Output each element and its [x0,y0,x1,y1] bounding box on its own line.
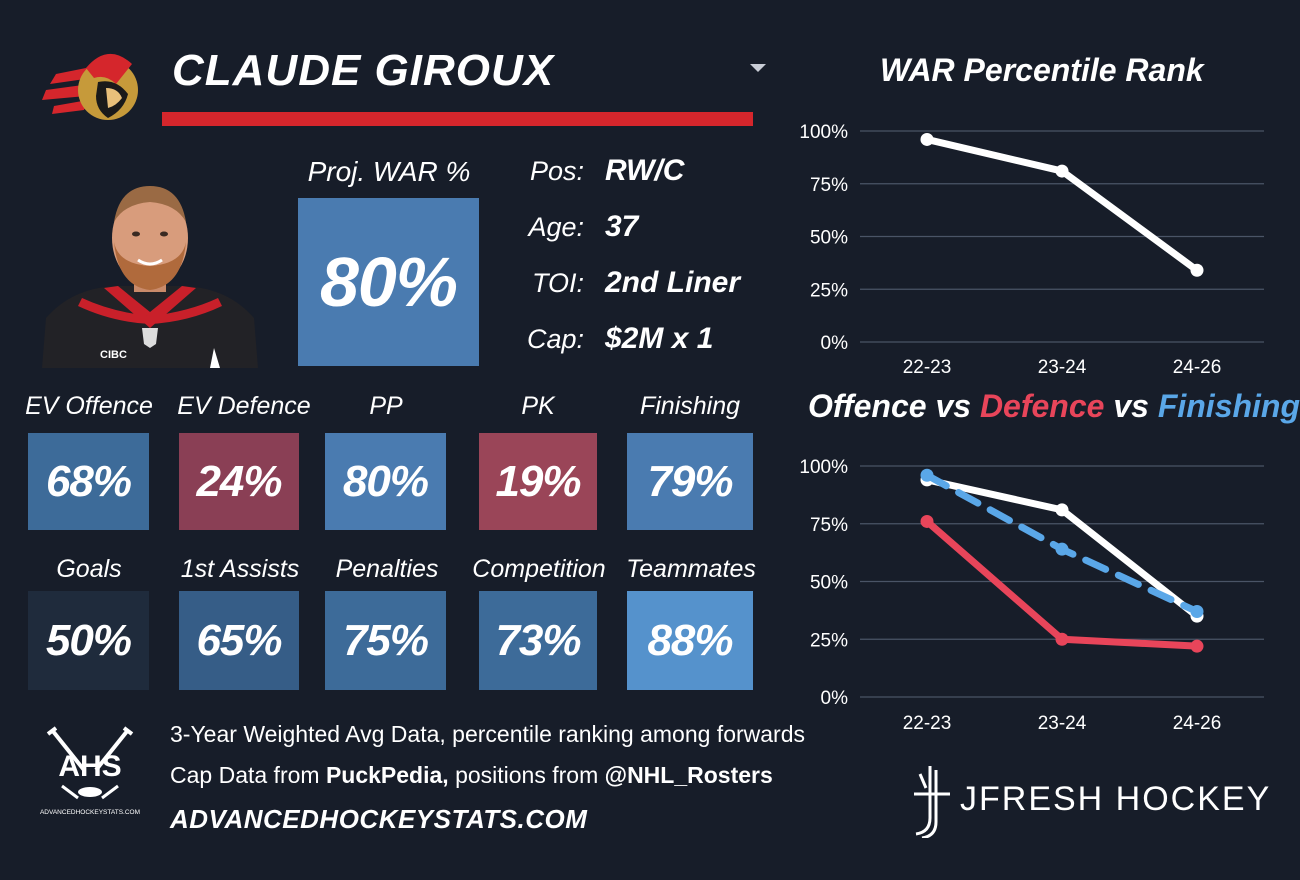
toi-label: TOI: [531,268,584,298]
jfresh-hockey-brand: JFRESH HOCKEY [960,780,1272,818]
jfresh-hockey-mark-icon [914,766,950,838]
teammates-box: 88% [627,591,753,690]
chart1-ytick-label: 25% [810,280,848,301]
chart1-ytick-label: 100% [799,122,848,143]
war-percentile-chart: 0% 25% 50% 75% 100% 22-23 23-24 24-26 [799,122,1264,378]
pp-label: PP [369,392,403,420]
chevron-down-icon[interactable] [750,64,766,72]
finishing-label: Finishing [639,392,741,420]
competition-value: 73% [495,615,581,665]
ev-defence-label: EV Defence [177,392,311,420]
proj-war-label: Proj. WAR % [307,156,471,187]
ev-defence-value: 24% [196,456,282,506]
chart2-defence-point [920,514,934,528]
first-assists-value: 65% [196,615,282,665]
chart2-defence-point [1055,632,1069,646]
chart2-ytick-label: 75% [810,515,848,536]
chart1-series-point [920,132,934,146]
chart2-finishing-point [1190,605,1204,619]
chart2-ytick-label: 0% [821,688,849,709]
chart2-offence-point [1055,503,1069,517]
pp-box: 80% [325,433,446,530]
chart2-title-part: vs [926,388,980,424]
chart1-xtick-label: 24-26 [1173,357,1222,378]
penalties-label: Penalties [335,555,439,583]
chart2-xtick-label: 23-24 [1038,713,1087,734]
footer-source-line: Cap Data from PuckPedia, positions from … [170,762,773,789]
chart1-series-point [1055,164,1069,178]
goals-label: Goals [56,555,122,583]
ev-offence-box: 68% [28,433,149,530]
chart2-ytick-label: 50% [810,573,848,594]
cap-label: Cap: [526,324,584,354]
penalties-value: 75% [342,615,429,665]
chart2-xtick-label: 24-26 [1173,713,1222,734]
chart1-xtick-label: 22-23 [903,357,952,378]
penalties-box: 75% [325,591,446,690]
goals-value: 50% [45,615,132,665]
pk-value: 19% [495,456,581,506]
chart1-ytick-label: 50% [810,228,848,249]
pp-value: 80% [342,456,429,506]
chart1-series-point [1190,263,1204,277]
title-underline [162,112,753,126]
first-assists-label: 1st Assists [180,555,300,583]
pk-box: 19% [479,433,597,530]
site-link[interactable]: ADVANCEDHOCKEYSTATS.COM [170,804,588,834]
chart2-finishing-point [1055,542,1069,556]
ahs-logo-subtext: ADVANCEDHOCKEYSTATS.COM [40,809,140,816]
ahs-logo-text: AHS [58,750,121,783]
chart2-ytick-label: 25% [810,630,848,651]
finishing-value: 79% [647,456,733,506]
competition-box: 73% [479,591,597,690]
chart1-title: WAR Percentile Rank [880,52,1204,88]
ev-offence-value: 68% [45,456,132,506]
chart1-ytick-label: 75% [810,175,848,196]
finishing-box: 79% [627,433,753,530]
nhl-rosters-link[interactable]: @NHL_Rosters [604,762,773,788]
footer-source-prefix: Cap Data from [170,762,326,788]
first-assists-box: 65% [179,591,299,690]
chart2-xtick-label: 22-23 [903,713,952,734]
age-label: Age: [528,212,584,242]
teammates-value: 88% [647,615,733,665]
footer-source-mid: positions from [448,762,605,788]
chart1-ytick-label: 0% [821,333,849,354]
pk-label: PK [521,392,555,420]
ev-defence-box: 24% [179,433,299,530]
proj-war-box: 80% [298,198,479,366]
chart2-title-part: Offence [808,388,927,424]
pos-label: Pos: [529,156,584,186]
chart2-defence-point [1190,639,1204,653]
chart1-xtick-label: 23-24 [1038,357,1087,378]
goals-box: 50% [28,591,149,690]
puckpedia-link[interactable]: PuckPedia, [325,762,449,788]
competition-label: Competition [472,555,606,583]
chart2-title-part: vs [1104,388,1158,424]
footer-data-note: 3-Year Weighted Avg Data, percentile ran… [170,721,806,747]
ev-offence-label: EV Offence [25,392,153,420]
player-name: CLAUDE GIROUX [172,46,555,95]
offence-defence-finishing-chart: 0% 25% 50% 75% 100% 22-23 23-24 24-26 [799,457,1264,734]
age-value: 37 [605,210,639,243]
chart2-finishing-point [920,468,934,482]
chart1-series-line [923,135,1201,274]
toi-value: 2nd Liner [605,266,741,299]
proj-war-value: 80% [319,243,458,321]
player-headshot-icon: CIBC [42,186,258,368]
cap-value: $2M x 1 [605,322,714,355]
teammates-label: Teammates [626,555,756,583]
chart2-ytick-label: 100% [799,457,848,478]
chart2-title: Offence vs Defence vs Finishing [808,388,1300,425]
chart2-title-part: Defence [979,388,1105,424]
ottawa-senators-logo-icon [42,53,138,120]
svg-text:CIBC: CIBC [100,349,127,361]
pos-value: RW/C [605,154,685,187]
ahs-logo-icon: AHS ADVANCEDHOCKEYSTATS.COM [40,726,140,816]
chart2-title-part: Finishing [1157,388,1300,424]
